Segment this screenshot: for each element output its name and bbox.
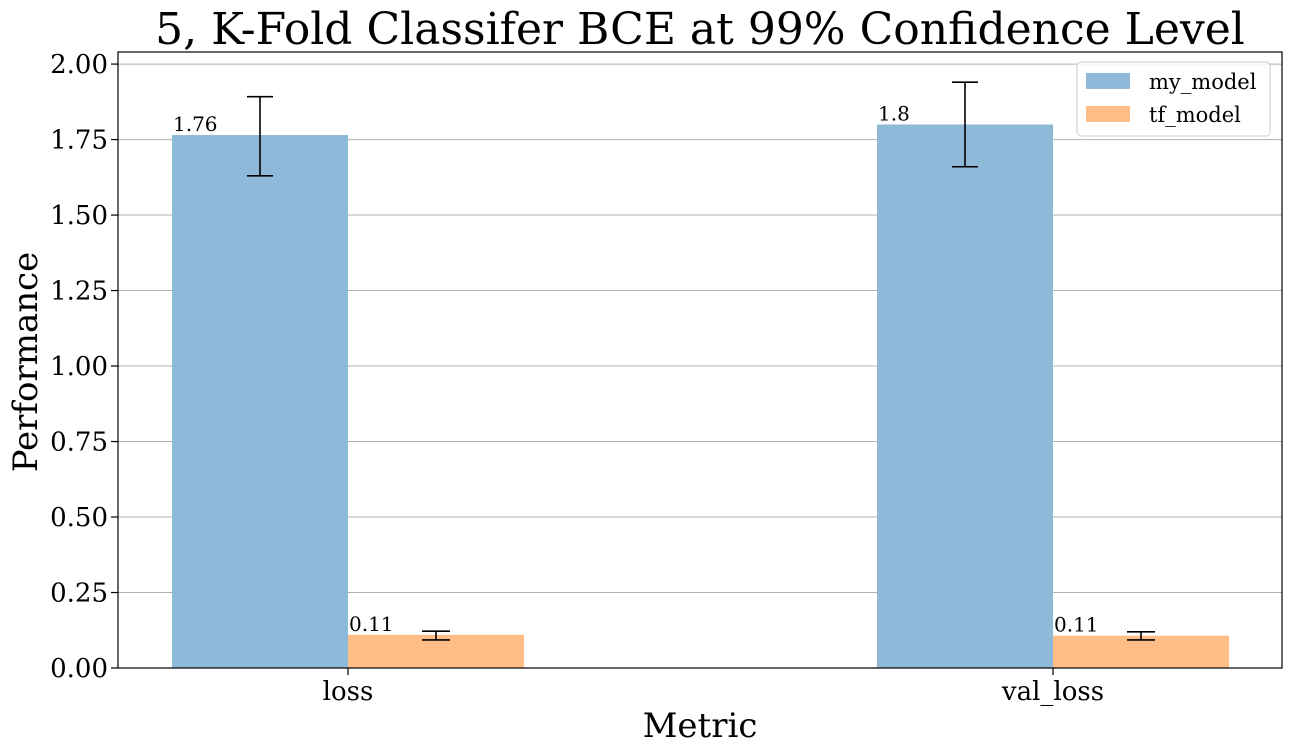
bar-value-label: 1.76 (173, 112, 218, 136)
bars (172, 124, 1229, 669)
x-axis-label: Metric (643, 706, 758, 746)
legend-swatch-my_model (1086, 73, 1130, 89)
y-tick-label: 1.75 (50, 126, 108, 156)
data-labels: 1.76 1.8 0.11 0.11 (173, 101, 1099, 636)
x-tick-label: loss (323, 677, 374, 707)
y-tick-label: 0.50 (50, 503, 108, 533)
legend-swatch-tf_model (1086, 106, 1130, 122)
x-axis: loss val_loss (323, 668, 1104, 707)
y-tick-label: 1.50 (50, 201, 108, 231)
y-tick-label: 1.25 (50, 277, 108, 307)
bar-value-label: 1.8 (878, 101, 910, 125)
bar-value-label: 0.11 (1054, 613, 1099, 637)
bar-tf_model-val_loss (1053, 635, 1229, 668)
bar-value-label: 0.11 (349, 612, 394, 636)
x-tick-label: val_loss (1001, 677, 1104, 707)
y-axis: 0.00 0.25 0.50 0.75 1.00 1.25 1.50 1.75 2.00 (50, 50, 118, 684)
bar-my_model-loss (172, 135, 348, 669)
plot-frame (117, 51, 1283, 669)
legend-label-tf_model: tf_model (1149, 103, 1241, 127)
error-bars (247, 81, 1155, 641)
y-tick-label: 2.00 (50, 50, 108, 80)
chart-title: 5, K-Fold Classifer BCE at 99% Confidenc… (155, 4, 1245, 55)
y-tick-label: 0.00 (50, 654, 108, 684)
y-tick-label: 0.25 (50, 579, 108, 609)
y-axis-label: Performance (6, 252, 46, 473)
y-tick-label: 0.75 (50, 428, 108, 458)
legend-label-my_model: my_model (1149, 70, 1257, 94)
bar-my_model-val_loss (877, 124, 1053, 669)
legend: my_model tf_model (1076, 61, 1271, 137)
y-tick-label: 1.00 (50, 352, 108, 382)
